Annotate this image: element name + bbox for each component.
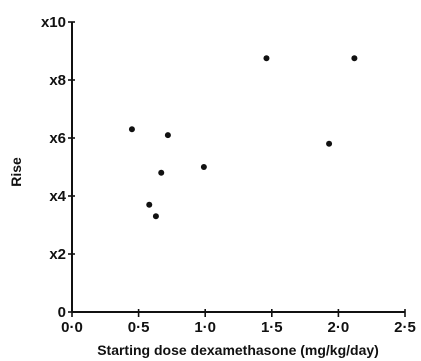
data-point (152, 213, 159, 220)
data-point (158, 169, 165, 176)
y-axis: 0 x2 x4 x6 x8 x10 (41, 14, 75, 321)
y-tick-label: x8 (49, 72, 66, 89)
data-points (128, 55, 358, 220)
y-tick-label: x2 (49, 246, 66, 263)
y-tick-label: x6 (49, 130, 66, 147)
x-tick-label: 0·0 (61, 319, 83, 336)
x-axis: 0·0 0·5 1·0 1·5 2·0 2·5 (61, 309, 416, 336)
x-axis-title: Starting dose dexamethasone (mg/kg/day) (97, 342, 379, 358)
data-point (351, 55, 358, 62)
x-tick-label: 2·5 (394, 319, 416, 336)
y-axis-title: Rise (8, 157, 24, 187)
data-point (164, 132, 171, 139)
y-ticks: 0 x2 x4 x6 x8 x10 (41, 14, 75, 321)
x-tick-label: 1·5 (261, 319, 283, 336)
y-tick-label: x4 (49, 188, 66, 205)
x-tick-label: 0·5 (128, 319, 150, 336)
y-tick-label: x10 (41, 14, 66, 31)
x-ticks: 0·0 0·5 1·0 1·5 2·0 2·5 (61, 309, 416, 336)
data-point (326, 140, 333, 147)
data-point (128, 126, 135, 133)
x-tick-label: 2·0 (328, 319, 350, 336)
x-tick-label: 1·0 (194, 319, 216, 336)
data-point (263, 55, 270, 62)
data-point (146, 201, 153, 208)
y-tick-label: 0 (58, 304, 66, 321)
data-point (200, 164, 207, 170)
